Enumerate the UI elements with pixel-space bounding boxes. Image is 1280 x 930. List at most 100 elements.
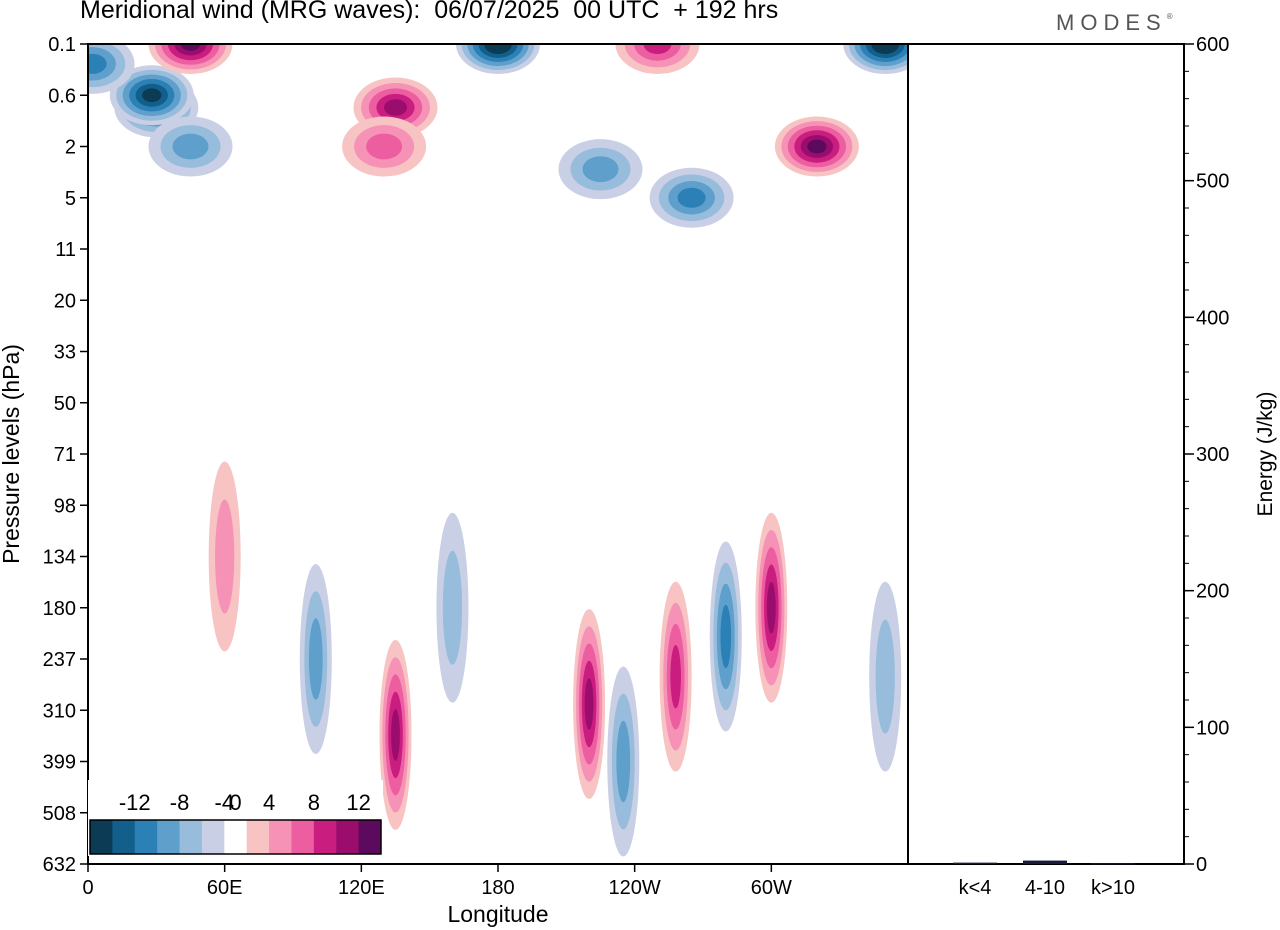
energy-tick-label: 400: [1196, 307, 1229, 329]
energy-category-label: k>10: [1091, 877, 1135, 899]
heatmap-contour: [766, 581, 776, 634]
energy-axes: 0 100 200 300 400 500 600: [1184, 34, 1229, 876]
y-tick-label: 50: [54, 393, 76, 415]
x-tick-label: 180: [481, 877, 514, 899]
energy-tick-label: 500: [1196, 171, 1229, 193]
heatmap-contour: [391, 708, 400, 761]
y-tick-label: 237: [43, 649, 76, 671]
heatmap-contour: [807, 139, 827, 154]
colorbar-frame: [89, 819, 382, 855]
heatmap-feature: [109, 65, 194, 126]
x-tick-label: 120E: [338, 877, 385, 899]
colorbar-label: -12: [119, 790, 151, 815]
energy-bars: k<4 4-10 k>10: [953, 860, 1135, 899]
heatmap-feature: [148, 44, 233, 74]
energy-category-label: 4-10: [1025, 877, 1065, 899]
colorbar-swatch: [134, 820, 158, 854]
colorbar-swatch: [224, 820, 248, 854]
heatmap-feature: [558, 139, 643, 200]
x-tick-label: 120W: [609, 877, 661, 899]
heatmap-contour: [88, 53, 107, 74]
colorbar-label: 0: [229, 790, 241, 815]
colorbar-swatch: [90, 820, 113, 854]
colorbar-swatch: [179, 820, 203, 854]
colorbar-label: 4: [263, 790, 275, 815]
colorbar-label: -4: [215, 790, 235, 815]
y-tick-label: 71: [54, 444, 76, 466]
heatmap-feature: [436, 512, 469, 703]
y-tick-label: 180: [43, 598, 76, 620]
heatmap-contour: [677, 187, 706, 208]
energy-tick-label: 200: [1196, 581, 1229, 603]
heatmap-contour: [215, 499, 235, 614]
colorbar-swatch: [291, 820, 315, 854]
heatmap-contour: [876, 44, 894, 50]
energy-category-label: k<4: [959, 877, 992, 899]
heatmap-feature: [379, 639, 412, 830]
heatmap-contour: [180, 44, 201, 51]
colorbar-swatch: [112, 820, 136, 854]
heatmap-contour: [142, 88, 162, 103]
y-tick-label: 399: [43, 752, 76, 774]
heatmap-feature: [615, 44, 700, 74]
heatmap-contour: [172, 133, 209, 160]
heatmap-contour: [616, 720, 631, 803]
y-tick-label: 20: [54, 290, 76, 312]
y-tick-label: 5: [65, 188, 76, 210]
x-tick-label: 60W: [751, 877, 792, 899]
y-tick-label: 33: [54, 342, 76, 364]
heatmap-feature: [774, 116, 859, 177]
colorbar-label: 8: [308, 790, 320, 815]
heatmap-feature: [456, 44, 540, 74]
heatmap-feature: [843, 44, 908, 74]
heatmap-feature: [88, 44, 135, 94]
heatmap-axes: 0.1 0.6 2 5 11 20 33 50 71 98 134 180 237 310 399 508 63…: [43, 34, 792, 899]
x-tick-label: 60E: [207, 877, 243, 899]
heatmap-contour: [442, 550, 463, 665]
heatmap-contour: [720, 604, 732, 669]
bar-panel-frame: [907, 43, 1185, 865]
heatmap-contour: [670, 644, 681, 709]
heatmap-feature: [869, 581, 902, 772]
y-tick-label: 11: [55, 239, 76, 261]
colorbar-swatch: [336, 820, 360, 854]
x-axis-label: Longitude: [447, 901, 548, 927]
heatmap-feature: [649, 167, 734, 228]
heatmap-feature: [148, 116, 233, 177]
heatmap-feature: [709, 541, 742, 732]
energy-tick-label: 0: [1196, 854, 1207, 876]
colorbar-swatch: [358, 820, 382, 854]
heatmap-feature: [342, 116, 427, 177]
y-tick-label: 134: [43, 547, 76, 569]
heatmap-feature: [299, 564, 332, 754]
energy-tick-label: 600: [1196, 34, 1229, 56]
y-tick-label: 508: [43, 803, 76, 825]
colorbar-swatch: [246, 820, 270, 854]
chart-title: Meridional wind (MRG waves): 06/07/2025 …: [80, 0, 779, 24]
colorbar-swatch: [157, 820, 181, 854]
heatmap-feature: [659, 581, 692, 772]
energy-bar: [953, 862, 997, 864]
heatmap-contour: [875, 619, 895, 734]
colorbar: -12 -8 -40 4 8 12: [88, 780, 383, 856]
heatmap-contour: [643, 44, 672, 54]
y-tick-label: 2: [65, 137, 76, 159]
energy-tick-label: 100: [1196, 717, 1229, 739]
heatmap-feature: [208, 461, 241, 652]
y-tick-label: 0.6: [48, 85, 76, 107]
y-axis-label: Pressure levels (hPa): [0, 344, 24, 564]
colorbar-swatch: [201, 820, 225, 854]
brand-mark: ®: [1166, 12, 1173, 21]
colorbar-label: 12: [346, 790, 370, 815]
heatmap-contour: [584, 678, 594, 730]
heatmap-feature: [573, 608, 606, 799]
heatmap-contour: [582, 156, 619, 183]
heatmap-contour: [489, 44, 507, 50]
energy-axis-label: Energy (J/kg): [1254, 392, 1277, 517]
colorbar-swatch: [269, 820, 292, 854]
brand-logo: MODES®: [1056, 10, 1173, 36]
colorbar-swatch: [313, 820, 337, 854]
brand-name: MODES: [1056, 10, 1167, 35]
y-tick-label: 0.1: [48, 34, 76, 56]
